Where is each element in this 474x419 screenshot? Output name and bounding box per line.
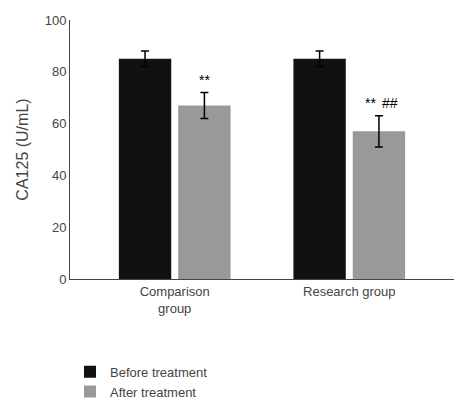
- svg-text:60: 60: [52, 116, 66, 131]
- svg-text:Before treatment: Before treatment: [110, 365, 207, 380]
- svg-text:80: 80: [52, 64, 66, 79]
- svg-text:Comparisongroup: Comparisongroup: [140, 284, 210, 316]
- svg-text:40: 40: [52, 168, 66, 183]
- svg-text:0: 0: [59, 272, 66, 287]
- svg-text:**: **: [365, 95, 376, 111]
- svg-text:CA125 (U/mL): CA125 (U/mL): [14, 98, 31, 200]
- svg-text:After treatment: After treatment: [110, 385, 196, 400]
- svg-text:100: 100: [45, 13, 67, 28]
- svg-text:Research group: Research group: [303, 284, 396, 299]
- svg-text:**: **: [199, 72, 210, 88]
- svg-text:##: ##: [382, 95, 398, 111]
- svg-text:20: 20: [52, 220, 66, 235]
